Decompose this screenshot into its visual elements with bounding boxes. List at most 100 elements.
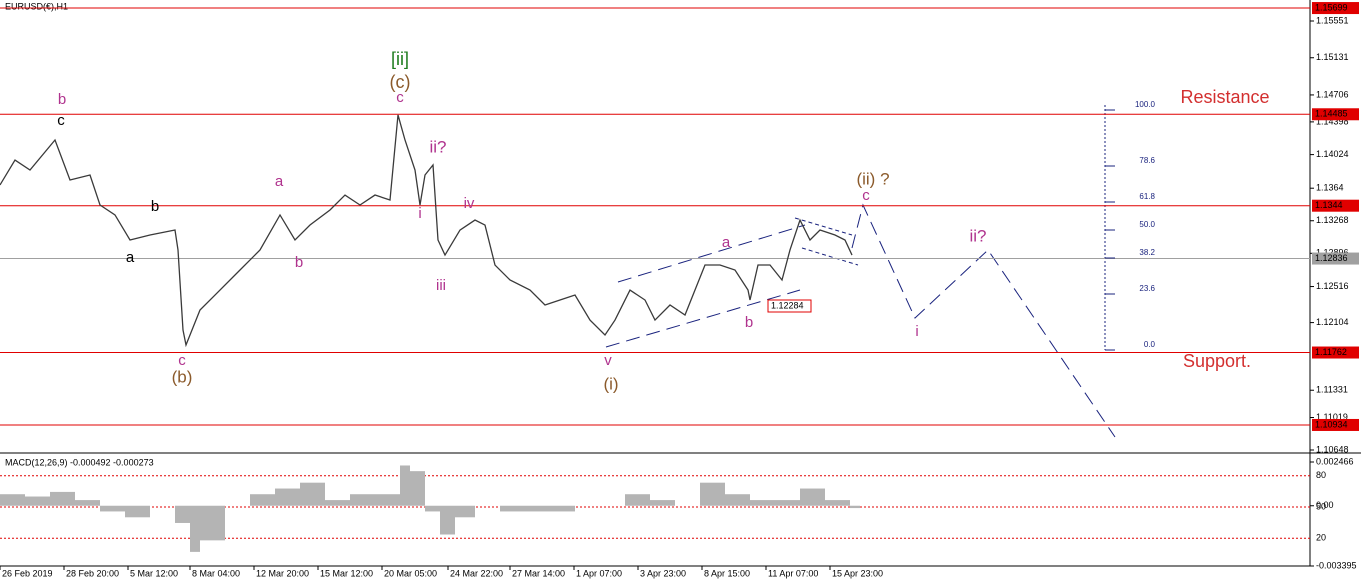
y-tick-label: 1.13268 [1316, 215, 1349, 225]
x-tick-label: 15 Mar 12:00 [320, 568, 373, 578]
level-box [1312, 252, 1359, 265]
level-box [1312, 199, 1359, 212]
macd-bar [775, 500, 800, 506]
y-tick-label: 1.14024 [1316, 149, 1349, 159]
wave-label: c [57, 112, 65, 129]
macd-bar [0, 494, 25, 506]
y-tick-label: 1.12516 [1316, 281, 1349, 291]
symbol-title: EURUSD(€),H1 [5, 1, 68, 11]
fib-label: 38.2 [1139, 248, 1155, 257]
wave-label: (i) [603, 374, 618, 393]
wave-label: a [275, 173, 284, 190]
macd-bar [700, 482, 725, 506]
x-tick-label: 20 Mar 05:00 [384, 568, 437, 578]
wave-label: b [745, 314, 753, 331]
projection [851, 203, 1116, 438]
macd-level-label: 20 [1316, 533, 1326, 543]
macd-tick-label: 0.002466 [1316, 456, 1354, 466]
macd-tick-label: 0.00 [1316, 500, 1334, 510]
macd-level-label: 50 [1316, 501, 1326, 511]
macd-bar [325, 500, 350, 506]
wave-label: a [126, 249, 135, 266]
macd-bar [275, 488, 300, 506]
wave-label: i [915, 323, 918, 340]
wave-label: Resistance [1180, 87, 1269, 107]
flag-lower [801, 247, 859, 266]
y-tick-label: 1.15551 [1316, 15, 1349, 25]
macd-bar [300, 482, 325, 506]
macd-bar [825, 500, 850, 506]
macd-bar [25, 496, 50, 506]
fib-label: 61.8 [1139, 192, 1155, 201]
level-box [1312, 108, 1359, 121]
macd-bar [190, 505, 200, 552]
macd-bar [250, 494, 275, 506]
fib-label: 50.0 [1139, 220, 1155, 229]
y-tick-label: 1.14706 [1316, 89, 1349, 99]
x-tick-label: 5 Mar 12:00 [130, 568, 178, 578]
price-line [0, 114, 853, 348]
macd-bar [375, 494, 400, 506]
wave-label: (ii) ? [856, 169, 889, 188]
x-tick-label: 27 Mar 14:00 [512, 568, 565, 578]
x-tick-label: 8 Apr 15:00 [704, 568, 750, 578]
level-label: 1.12836 [1315, 253, 1348, 263]
macd-bar [200, 505, 225, 541]
x-tick-label: 15 Apr 23:00 [832, 568, 883, 578]
macd-bar [50, 491, 75, 506]
macd-bar [725, 494, 750, 506]
wave-label: (c) [390, 72, 411, 92]
macd-bar [625, 494, 650, 506]
y-tick-label: 1.11019 [1316, 412, 1348, 422]
wave-label: ii? [969, 226, 986, 245]
macd-bar [750, 500, 775, 506]
wave-label: c [862, 187, 870, 204]
wave-label: v [604, 352, 612, 369]
price-label-box [767, 299, 812, 313]
x-tick-label: 24 Mar 22:00 [450, 568, 503, 578]
macd-bar [100, 505, 125, 512]
y-tick-label: 1.1364 [1316, 183, 1344, 193]
wave-label: [ii] [391, 49, 409, 69]
y-tick-label: 1.14398 [1316, 116, 1349, 126]
macd-bar [350, 494, 375, 506]
macd-bar [455, 505, 475, 518]
level-box [1312, 346, 1359, 359]
wave-label: iv [464, 195, 475, 212]
fib-label: 78.6 [1139, 156, 1155, 165]
macd-bar [440, 505, 455, 535]
level-box [1312, 418, 1359, 431]
y-tick-label: 1.15131 [1316, 52, 1349, 62]
x-tick-label: 26 Feb 2019 [2, 568, 53, 578]
macd-bar [125, 505, 150, 518]
price-label: 1.12284 [771, 300, 804, 310]
x-tick-label: 11 Apr 07:00 [768, 568, 818, 578]
fib-label: 100.0 [1135, 100, 1156, 109]
macd-tick-label: -0.003395 [1316, 560, 1357, 570]
macd-bar [410, 471, 425, 506]
wave-label: a [722, 234, 731, 251]
wave-label: ii? [429, 137, 446, 156]
macd-bar [75, 500, 100, 506]
level-label: 1.10934 [1315, 419, 1348, 429]
x-tick-label: 1 Apr 07:00 [576, 568, 622, 578]
macd-bar [650, 500, 675, 506]
macd-bar [175, 505, 190, 523]
flag-upper [794, 217, 853, 236]
level-box [1312, 2, 1359, 15]
macd-title: MACD(12,26,9) -0.000492 -0.000273 [5, 457, 154, 467]
channel-upper [617, 224, 806, 283]
fib-label: 23.6 [1139, 284, 1155, 293]
macd-bar [850, 505, 860, 509]
level-label: 1.11762 [1315, 347, 1347, 357]
level-label: 1.1344 [1315, 200, 1343, 210]
macd-bar [550, 505, 575, 512]
wave-label: c [396, 89, 404, 106]
macd-bar [800, 488, 825, 506]
y-tick-label: 1.11331 [1316, 385, 1348, 395]
wave-label: Support. [1183, 351, 1251, 371]
macd-bar [425, 505, 440, 512]
